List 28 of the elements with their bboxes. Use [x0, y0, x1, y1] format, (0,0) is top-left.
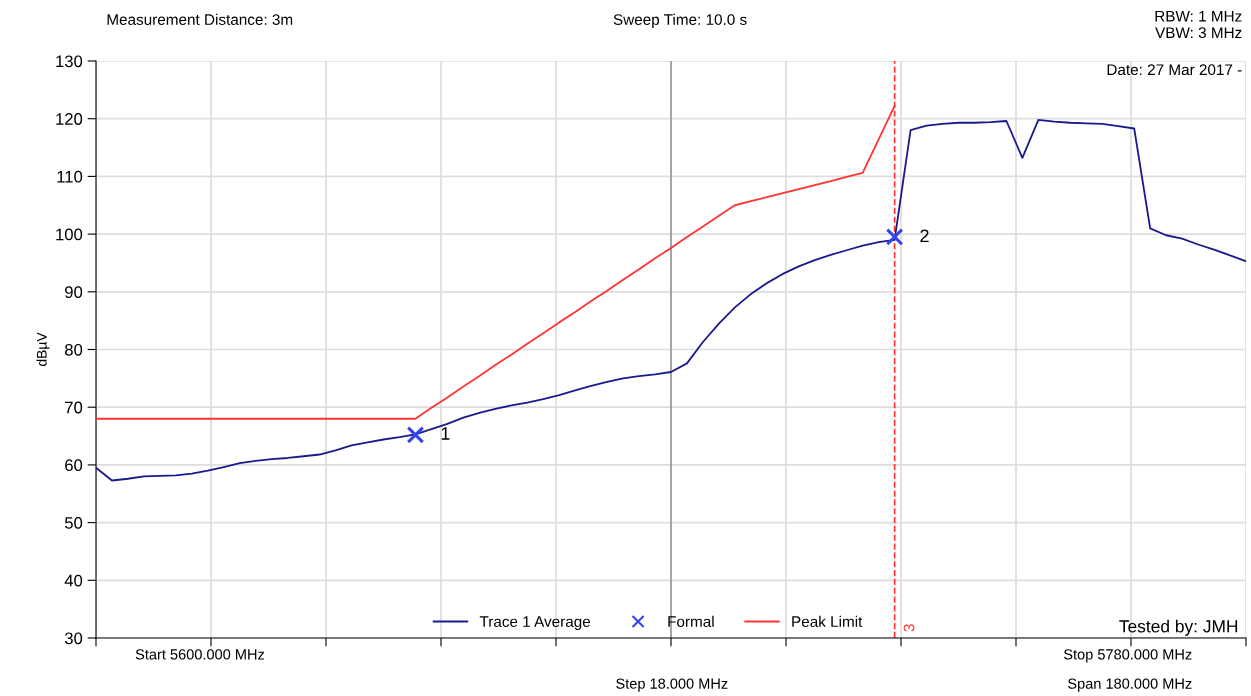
y-tick-label: 130: [56, 55, 83, 68]
y-tick-label: 70: [65, 401, 83, 414]
text: Start 5600.000 MHz: [135, 649, 265, 660]
text: Span 180.000 MHz: [1068, 678, 1192, 692]
text: RBW: 1 MHz VBW: 3 MHz: [1155, 10, 1242, 39]
y-tick-label: 120: [56, 113, 83, 125]
y-tick-label: 100: [56, 228, 83, 241]
text: Sweep Time: 10.0 s: [613, 13, 747, 28]
legend-label: Trace 1 Average: [479, 616, 591, 631]
y-axis-title: dBµV: [36, 332, 50, 367]
y-tick-label: 110: [57, 170, 83, 183]
y-tick-label: 80: [64, 343, 83, 356]
y-tick-label: 90: [65, 286, 83, 298]
legend-label: Peak Limit: [792, 615, 863, 627]
text: Step 18.000 MHz: [616, 678, 728, 692]
annotation: 1: [441, 427, 450, 440]
legend-label: Formal: [668, 615, 714, 627]
annotation: Tested by: JMH: [1119, 619, 1238, 636]
text: Measurement Distance: 3m: [107, 13, 293, 25]
annotation: Date: 27 Mar 2017 -: [1107, 64, 1242, 76]
annotation: 2: [920, 229, 929, 243]
text: Stop 5780.000 MHz: [1063, 649, 1192, 663]
y-tick-label: 50: [64, 517, 83, 529]
y-tick-label: 60: [65, 459, 83, 472]
annotation: 3: [903, 624, 915, 632]
y-tick-label: 30: [64, 632, 83, 645]
y-tick-label: 40: [64, 574, 83, 587]
line-series: [96, 118, 1246, 482]
